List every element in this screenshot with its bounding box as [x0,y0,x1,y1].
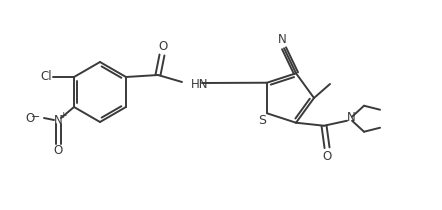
Text: N: N [53,114,62,127]
Text: O: O [322,150,332,163]
Text: N: N [278,33,286,46]
Text: −: − [31,112,41,122]
Text: O: O [53,144,63,158]
Text: Cl: Cl [40,71,52,84]
Text: N: N [347,111,355,124]
Text: S: S [258,114,266,127]
Text: HN: HN [191,77,209,91]
Text: +: + [59,112,67,121]
Text: O: O [25,112,34,125]
Text: O: O [158,41,168,54]
